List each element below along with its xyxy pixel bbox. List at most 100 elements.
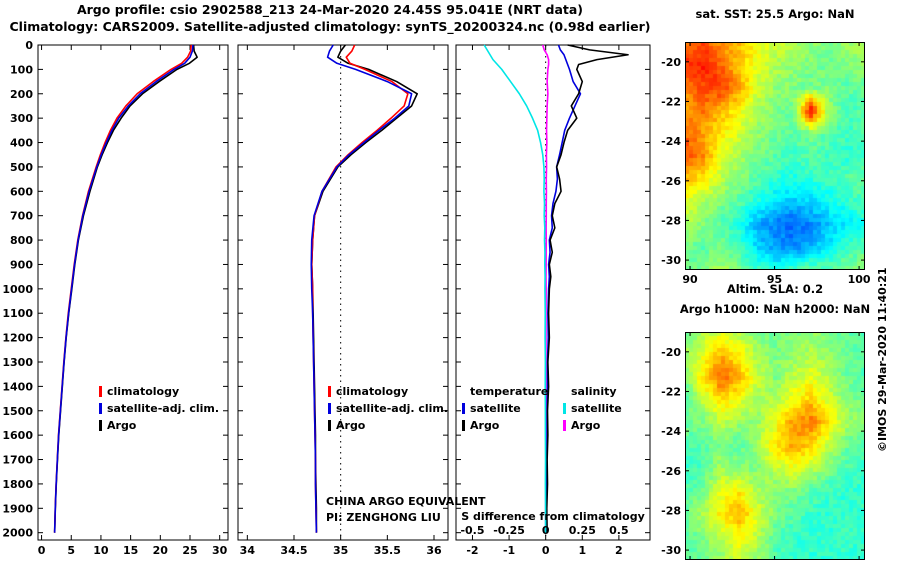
map-x-tick-label: 100: [848, 273, 871, 286]
legend-marker: [462, 403, 465, 414]
map-y-tick-label: -30: [661, 254, 681, 267]
legend-item: Argo: [328, 417, 448, 434]
y-tick-label: 900: [10, 258, 33, 271]
series-line-argo: [310, 44, 419, 533]
y-tick-label: 1400: [2, 380, 33, 393]
x-tick-label: 10: [93, 544, 109, 557]
secondary-axis-tick-label: 0: [542, 524, 550, 537]
series-line-argo: [53, 44, 198, 533]
legend-item: climatology: [328, 383, 448, 400]
x-tick-label: 2: [615, 544, 623, 557]
salinity-profile-border: [237, 44, 449, 541]
map-x-tick-label: 95: [767, 273, 782, 286]
y-tick-label: 1800: [2, 478, 33, 491]
series-line-satellite: [310, 44, 413, 533]
map-y-tick-label: -22: [661, 385, 681, 398]
legend-label: climatology: [107, 385, 180, 398]
y-tick-label: 700: [10, 210, 33, 223]
legend-label: satellite: [470, 402, 521, 415]
legend-marker: [563, 420, 566, 431]
argo-height-map-border: [685, 332, 865, 560]
x-tick-label: 36: [426, 544, 442, 557]
sst-map-title: sat. SST: 25.5 Argo: NaN: [695, 7, 855, 21]
difference-legend-temperature: temperature satellite Argo: [462, 383, 548, 434]
sla-caption: Altim. SLA: 0.2: [726, 282, 824, 296]
legend-item: satellite: [462, 400, 548, 417]
legend-item: satellite-adj. clim.: [99, 400, 219, 417]
sst-map-border: [685, 42, 865, 270]
map-y-tick-label: -28: [661, 504, 681, 517]
legend-item: Argo: [563, 417, 622, 434]
map-x-tick-label: 90: [682, 273, 698, 286]
x-tick-label: 34: [240, 544, 256, 557]
y-tick-label: 1700: [2, 454, 33, 467]
x-tick-label: 35: [333, 544, 348, 557]
y-tick-label: 400: [10, 137, 33, 150]
argo-height-heatmap: [685, 332, 865, 560]
legend-marker: [462, 420, 465, 431]
x-tick-label: 25: [182, 544, 197, 557]
legend-label: satellite: [571, 402, 622, 415]
series-line-satellite: [545, 44, 582, 533]
salinity-legend: climatology satellite-adj. clim. Argo: [328, 383, 448, 434]
y-tick-label: 1000: [2, 283, 33, 296]
y-tick-label: 1200: [2, 332, 33, 345]
map-y-tick-label: -26: [661, 465, 681, 478]
legend-label: temperature: [470, 385, 549, 398]
legend-label: climatology: [336, 385, 409, 398]
legend-item: satellite-adj. clim.: [328, 400, 448, 417]
map-y-tick-label: -26: [661, 175, 681, 188]
series-line-climatology: [310, 44, 409, 533]
x-tick-label: 0: [38, 544, 46, 557]
y-tick-label: 800: [10, 234, 33, 247]
difference-profile-border: [455, 44, 651, 541]
x-tick-label: 5: [67, 544, 75, 557]
legend-label: satellite-adj. clim.: [336, 402, 449, 415]
y-tick-label: 600: [10, 185, 33, 198]
map-y-tick-label: -28: [661, 214, 681, 227]
series-line-satellite: [53, 44, 194, 533]
legend-label: Argo: [336, 419, 366, 432]
x-tick-label: 20: [153, 544, 169, 557]
y-tick-label: 1500: [2, 405, 33, 418]
legend-marker: [563, 403, 566, 414]
legend-label: salinity: [571, 385, 617, 398]
secondary-axis-tick-label: -0.25: [493, 524, 525, 537]
map-y-tick-label: -24: [661, 425, 681, 438]
legend-marker: [99, 386, 102, 397]
x-tick-label: 34.5: [280, 544, 307, 557]
y-tick-label: 100: [10, 63, 33, 76]
figure-subtitle: Climatology: CARS2009. Satellite-adjuste…: [9, 19, 651, 34]
temperature-legend: climatology satellite-adj. clim. Argo: [99, 383, 219, 434]
y-tick-label: 500: [10, 161, 33, 174]
map-y-tick-label: -24: [661, 135, 681, 148]
y-tick-label: 1600: [2, 429, 33, 442]
legend-item: Argo: [462, 417, 548, 434]
legend-marker: [99, 420, 102, 431]
legend-label: satellite-adj. clim.: [107, 402, 220, 415]
legend-item: climatology: [99, 383, 219, 400]
legend-marker: [328, 420, 331, 431]
legend-item: satellite: [563, 400, 622, 417]
map-y-tick-label: -20: [661, 346, 681, 359]
legend-label: Argo: [470, 419, 500, 432]
legend-marker: [328, 403, 331, 414]
legend-marker: [328, 386, 331, 397]
legend-marker: [99, 403, 102, 414]
x-tick-label: -1: [503, 544, 515, 557]
legend-item: Argo: [99, 417, 219, 434]
y-tick-label: 0: [25, 39, 33, 52]
legend-item: temperature: [462, 383, 548, 400]
series-line-argo: [545, 44, 629, 533]
map-y-tick-label: -20: [661, 56, 681, 69]
china-argo-note: CHINA ARGO EQUIVALENT: [326, 495, 486, 508]
y-tick-label: 1300: [2, 356, 33, 369]
temperature-profile-border: [37, 44, 229, 541]
difference-legend-salinity: salinity satellite Argo: [563, 383, 622, 434]
map-y-tick-label: -22: [661, 95, 681, 108]
series-line-climatology: [53, 44, 192, 533]
x-tick-label: 1: [578, 544, 586, 557]
secondary-axis-label: S difference from climatology: [461, 510, 645, 523]
y-tick-label: 1900: [2, 502, 33, 515]
